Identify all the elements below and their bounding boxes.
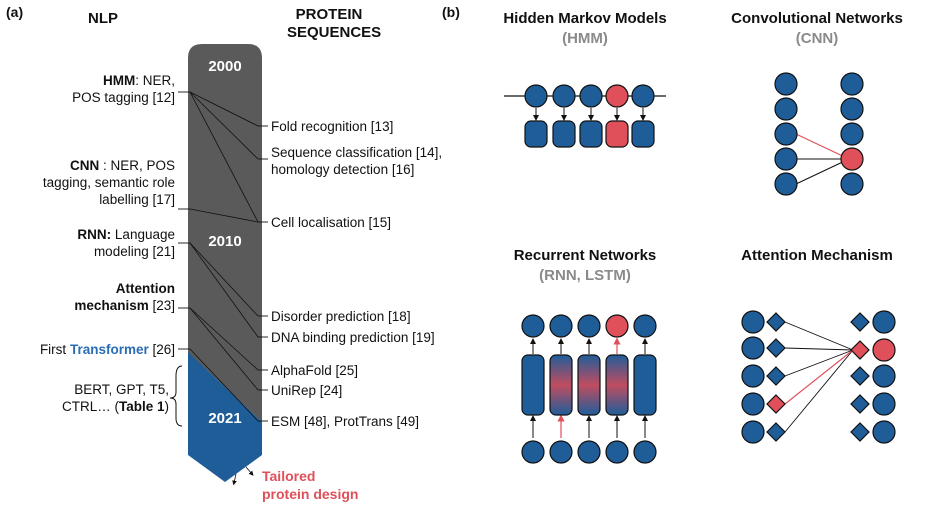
nlp-bert-line2: CTRL… (Table 1)	[61, 399, 169, 414]
cnn-title: Convolutional Networks	[731, 10, 903, 27]
rnn-subtitle: (RNN, LSTM)	[539, 267, 631, 284]
protein-column-header-line1: PROTEIN	[295, 6, 363, 23]
hmm-diagram	[504, 84, 666, 148]
protein-disorder-prediction: Disorder prediction [18]	[271, 309, 411, 324]
hmm-title: Hidden Markov Models	[503, 10, 667, 27]
protein-dna-binding: DNA binding prediction [19]	[271, 330, 435, 345]
nlp-attention-line2: mechanism [23]	[74, 298, 175, 313]
nlp-cnn: CNN : NER, POS	[69, 158, 175, 173]
protein-sequence-classification: Sequence classification [14],	[271, 145, 443, 160]
nlp-cnn-line2: tagging, semantic role	[42, 175, 175, 190]
tailored-design-line2: protein design	[262, 486, 359, 502]
panel-b-label: (b)	[442, 4, 460, 20]
protein-ticks	[258, 125, 268, 422]
protein-cell-localisation: Cell localisation [15]	[271, 215, 392, 230]
nlp-connectors	[178, 91, 190, 350]
nlp-cnn-line3: labelling [17]	[99, 192, 175, 207]
hmm-subtitle: (HMM)	[562, 30, 608, 47]
protein-fold-recognition: Fold recognition [13]	[271, 119, 394, 134]
nlp-first-transformer: First Transformer [26]	[39, 342, 175, 357]
timeline-links	[189, 91, 259, 422]
nlp-hmm: HMM: NER,	[102, 73, 175, 88]
bert-brace	[169, 365, 183, 427]
timeline-transformer-era	[188, 352, 262, 482]
protein-unirep: UniRep [24]	[271, 383, 343, 398]
nlp-column-header: NLP	[88, 10, 118, 27]
year-2000-label: 2000	[208, 58, 242, 75]
attention-diagram	[741, 310, 896, 444]
year-2010-label: 2010	[208, 233, 242, 250]
nlp-rnn: RNN: Language	[77, 227, 175, 242]
nlp-attention-line1: Attention	[115, 281, 175, 296]
nlp-hmm-line2: POS tagging [12]	[72, 90, 175, 105]
protein-alphafold: AlphaFold [25]	[271, 363, 359, 378]
cnn-subtitle: (CNN)	[795, 30, 839, 47]
tip-arrows	[232, 466, 254, 486]
tailored-design-line1: Tailored	[262, 468, 316, 484]
attention-title: Attention Mechanism	[741, 247, 893, 264]
year-2021-label: 2021	[208, 410, 242, 427]
cnn-diagram	[774, 72, 864, 196]
rnn-diagram	[521, 314, 657, 464]
rnn-title: Recurrent Networks	[513, 247, 657, 264]
panel-a-label: (a)	[6, 4, 24, 20]
nlp-bert-line1: BERT, GPT, T5,	[74, 382, 169, 397]
timeline-bar	[188, 44, 262, 482]
protein-esm-prottrans: ESM [48], ProtTrans [49]	[271, 414, 420, 429]
nlp-rnn-line2: modeling [21]	[93, 244, 175, 259]
protein-homology-detection: homology detection [16]	[271, 162, 415, 177]
protein-column-header-line2: SEQUENCES	[287, 24, 382, 41]
